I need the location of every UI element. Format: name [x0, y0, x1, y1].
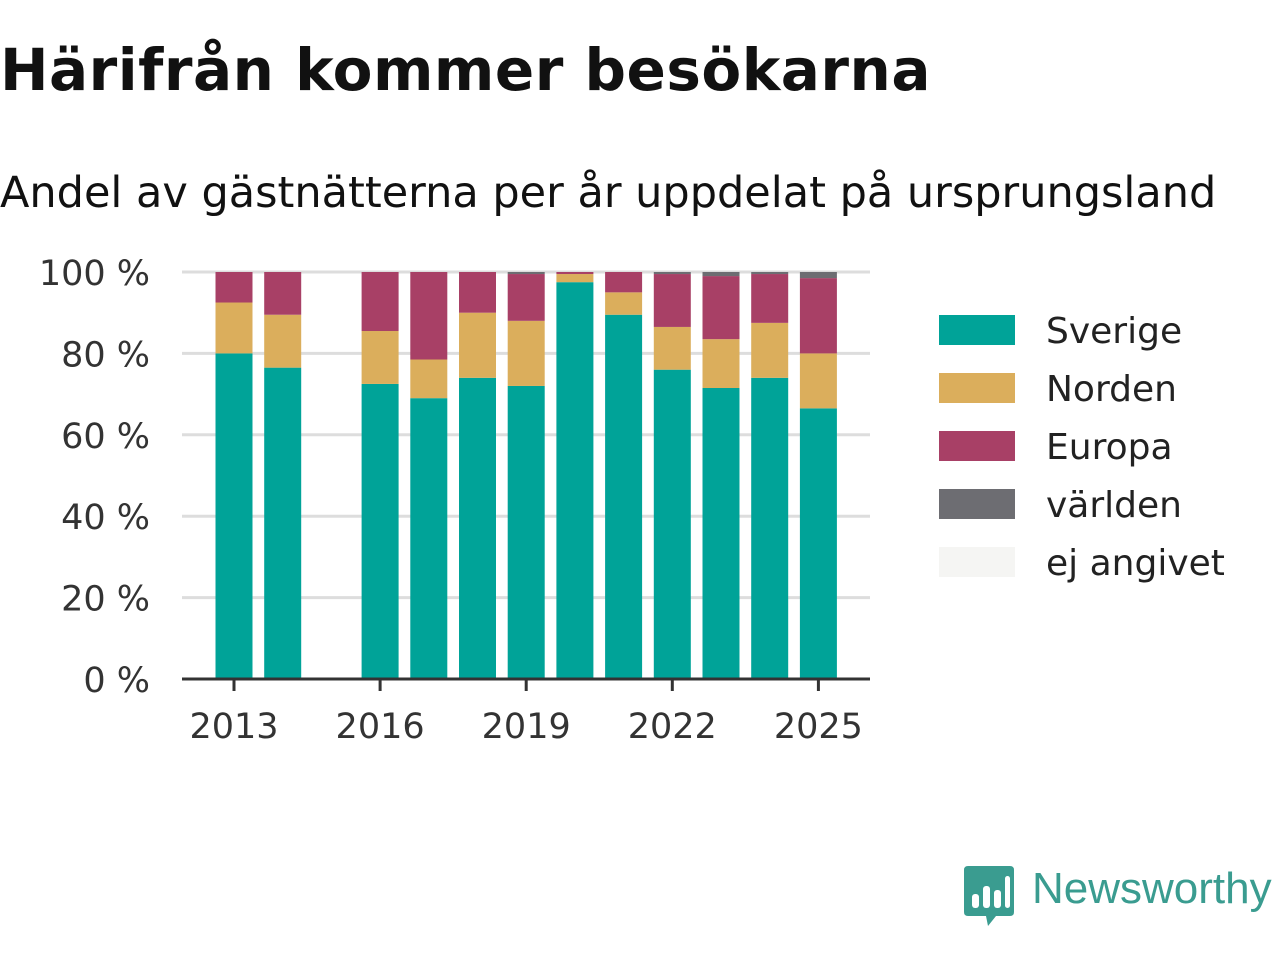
bar-chart-speech-bubble-icon [964, 866, 1014, 926]
legend-item: Norden [939, 369, 1177, 410]
bar-segment [410, 398, 448, 679]
legend-label: Norden [1046, 369, 1177, 410]
bar-segment [361, 383, 399, 679]
bar-stack-2019 [507, 272, 545, 679]
bar-stack-2020 [556, 272, 594, 679]
bar-segment [653, 369, 691, 679]
y-tick-label: 60 % [61, 417, 150, 457]
bar-segment [702, 272, 740, 277]
bar-segment [799, 272, 837, 279]
y-tick-label: 40 % [61, 498, 150, 538]
x-tick-label: 2025 [774, 707, 863, 747]
legend-item: Europa [939, 427, 1173, 468]
bar-segment [264, 367, 302, 679]
bar-segment [799, 353, 837, 409]
bar-segment [799, 278, 837, 354]
axes: 0 % 20 % 40 % 60 % 80 % 100 % 2013 2016 2019 2022… [39, 254, 870, 747]
bar-segment [799, 408, 837, 679]
bar-segment [556, 282, 594, 679]
bar-segment [507, 272, 545, 275]
brand-name: Newsworthy [1032, 864, 1272, 913]
legend-label: Europa [1046, 427, 1173, 468]
x-tick-label: 2016 [336, 707, 425, 747]
bar-segment [459, 312, 496, 378]
bar-stack-2017 [410, 272, 448, 679]
bar-stack-2025 [799, 272, 837, 679]
bar-stack-2023 [702, 272, 740, 679]
legend-item: ej angivet [939, 543, 1225, 584]
bar-segment [751, 272, 789, 275]
bar-stack-2014 [264, 272, 302, 679]
bar-stack-2022 [653, 272, 691, 679]
bar-segment [702, 339, 740, 388]
legend-label: världen [1046, 485, 1182, 526]
legend-label: ej angivet [1046, 543, 1225, 584]
legend: Sverige Norden Europa världen ej angivet [939, 311, 1225, 584]
chart-title: Härifrån kommer besökarna [0, 36, 931, 104]
bar-stack-2016 [361, 272, 399, 679]
x-tick-label: 2019 [482, 707, 571, 747]
legend-swatch [939, 431, 1015, 461]
legend-swatch [939, 315, 1015, 345]
x-tick-label: 2013 [189, 707, 278, 747]
legend-label: Sverige [1046, 311, 1182, 352]
bar-segment [361, 331, 399, 384]
bar-segment [361, 272, 399, 332]
bar-segment [215, 353, 253, 679]
bar-segment [215, 302, 253, 354]
legend-item: världen [939, 485, 1182, 526]
bar-stack-2021 [605, 272, 643, 679]
bar-segment [605, 272, 643, 293]
bar-segment [556, 274, 594, 283]
bar-stacks [215, 272, 837, 679]
bar-segment [459, 272, 496, 313]
y-tick-label: 20 % [61, 580, 150, 620]
bar-segment [264, 272, 302, 315]
bar-segment [653, 326, 691, 370]
chart-subtitle: Andel av gästnätterna per år uppdelat på… [0, 168, 1217, 218]
bar-segment [653, 274, 691, 327]
y-tick-label: 0 % [83, 661, 150, 701]
bar-segment [556, 272, 594, 275]
bar-segment [410, 272, 448, 360]
newsworthy-logo: Newsworthy [962, 862, 1280, 928]
bar-stack-2013 [215, 272, 253, 679]
bar-segment [751, 377, 789, 679]
bar-segment [605, 292, 643, 315]
y-tick-label: 100 % [39, 254, 150, 294]
bar-stack-2018 [459, 272, 496, 679]
bar-stack-2024 [751, 272, 789, 679]
legend-swatch [939, 547, 1015, 577]
bar-segment [410, 359, 448, 399]
bar-segment [459, 377, 496, 679]
bar-segment [264, 314, 302, 368]
bar-segment [507, 320, 545, 386]
bar-segment [702, 387, 740, 679]
y-tick-label: 80 % [61, 335, 150, 375]
bar-segment [507, 385, 545, 679]
bar-segment [702, 276, 740, 340]
legend-swatch [939, 373, 1015, 403]
bar-segment [605, 314, 643, 679]
bar-segment [751, 322, 789, 378]
x-tick-label: 2022 [628, 707, 717, 747]
bar-segment [215, 272, 253, 303]
bar-segment [507, 274, 545, 321]
bar-segment [653, 272, 691, 275]
legend-item: Sverige [939, 311, 1182, 352]
bar-segment [751, 274, 789, 323]
legend-swatch [939, 489, 1015, 519]
